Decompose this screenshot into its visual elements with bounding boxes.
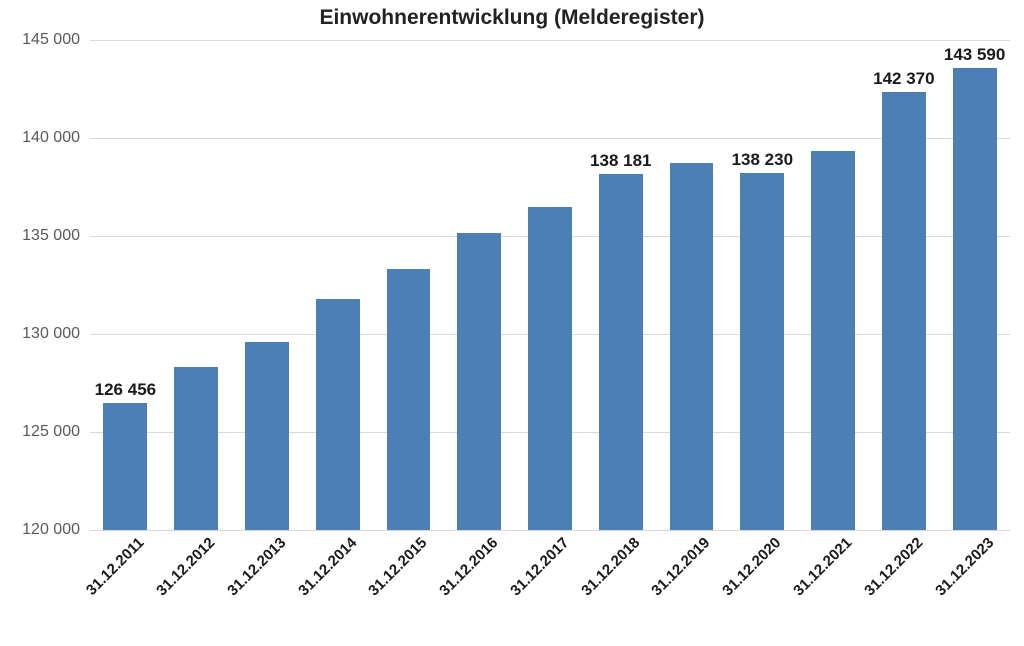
bar-value-label: 142 370 bbox=[873, 69, 934, 89]
x-axis-tick: 31.12.2012 bbox=[149, 530, 218, 599]
bar bbox=[528, 207, 572, 530]
x-axis-tick: 31.12.2022 bbox=[857, 530, 926, 599]
bar bbox=[316, 299, 360, 530]
x-axis-tick: 31.12.2017 bbox=[503, 530, 572, 599]
bar bbox=[103, 403, 147, 530]
bar-value-label: 143 590 bbox=[944, 45, 1005, 65]
y-axis-tick: 145 000 bbox=[22, 31, 90, 49]
x-axis-tick: 31.12.2023 bbox=[928, 530, 997, 599]
bar bbox=[387, 269, 431, 530]
bar-value-label: 138 181 bbox=[590, 151, 651, 171]
x-axis-tick: 31.12.2021 bbox=[786, 530, 855, 599]
y-axis-tick: 135 000 bbox=[22, 227, 90, 245]
x-axis-tick: 31.12.2013 bbox=[220, 530, 289, 599]
bar-value-label: 138 230 bbox=[732, 150, 793, 170]
x-axis-tick: 31.12.2019 bbox=[644, 530, 713, 599]
gridline bbox=[90, 530, 1010, 531]
y-axis-tick: 120 000 bbox=[22, 521, 90, 539]
y-axis-tick: 130 000 bbox=[22, 325, 90, 343]
bar bbox=[599, 174, 643, 530]
x-axis-tick: 31.12.2020 bbox=[715, 530, 784, 599]
plot-area: 120 000125 000130 000135 000140 000145 0… bbox=[90, 40, 1010, 530]
x-axis-tick: 31.12.2016 bbox=[432, 530, 501, 599]
x-axis-tick: 31.12.2011 bbox=[79, 530, 148, 599]
gridline bbox=[90, 40, 1010, 41]
bar bbox=[882, 92, 926, 530]
x-axis-tick: 31.12.2014 bbox=[291, 530, 360, 599]
bar bbox=[670, 163, 714, 531]
x-axis-tick: 31.12.2018 bbox=[574, 530, 643, 599]
gridline bbox=[90, 138, 1010, 139]
bar bbox=[174, 367, 218, 530]
y-axis-tick: 125 000 bbox=[22, 423, 90, 441]
x-axis-tick: 31.12.2015 bbox=[361, 530, 430, 599]
bar-chart: Einwohnerentwicklung (Melderegister) 120… bbox=[0, 0, 1024, 646]
bar-value-label: 126 456 bbox=[95, 380, 156, 400]
bar bbox=[811, 151, 855, 530]
y-axis-tick: 140 000 bbox=[22, 129, 90, 147]
bar bbox=[457, 233, 501, 530]
bar bbox=[245, 342, 289, 530]
bar bbox=[740, 173, 784, 530]
bar bbox=[953, 68, 997, 530]
chart-title: Einwohnerentwicklung (Melderegister) bbox=[0, 6, 1024, 30]
